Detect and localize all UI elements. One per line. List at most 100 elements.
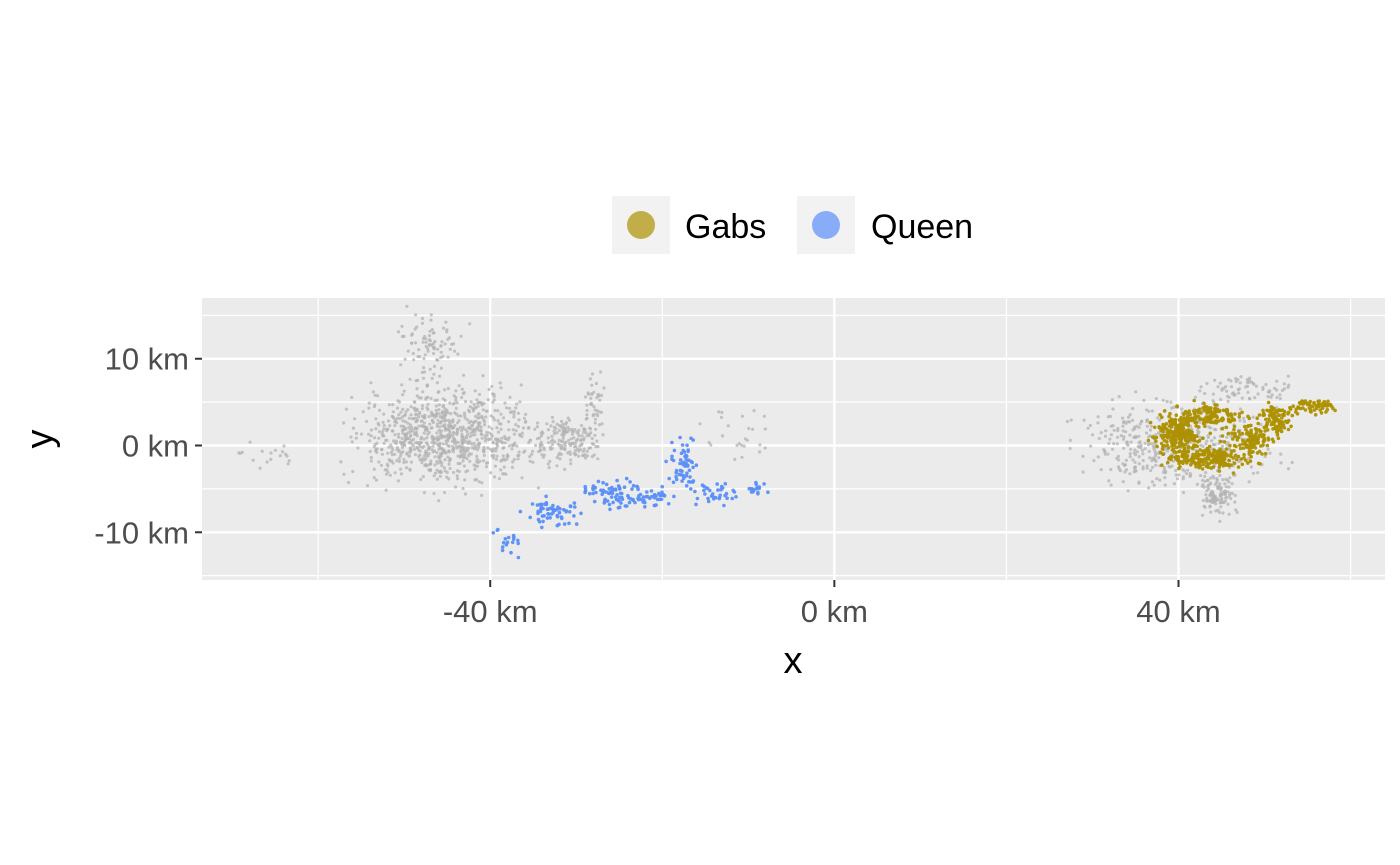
background-point: [420, 424, 424, 428]
gabs-point: [1181, 412, 1186, 417]
background-point: [428, 329, 432, 333]
gabs-point: [1194, 408, 1199, 413]
gabs-point: [1236, 465, 1241, 469]
background-point: [1138, 440, 1142, 444]
background-point: [454, 389, 458, 393]
background-point: [1213, 482, 1217, 486]
gabs-point: [1312, 400, 1316, 405]
background-point: [405, 437, 410, 441]
queen-point: [649, 489, 654, 493]
background-point: [441, 326, 446, 330]
background-point: [709, 443, 713, 447]
background-point: [572, 436, 576, 440]
queen-point: [722, 503, 726, 508]
background-point: [1224, 485, 1228, 489]
background-point: [1233, 393, 1237, 397]
background-point: [1137, 462, 1141, 466]
gabs-point: [1240, 462, 1245, 467]
background-point: [425, 383, 429, 387]
queen-point: [567, 521, 571, 526]
queen-point: [723, 493, 727, 498]
background-point: [491, 456, 495, 460]
background-point: [1156, 416, 1160, 420]
y-axis-title: y: [19, 430, 61, 449]
background-point: [382, 441, 386, 445]
gabs-point: [1240, 431, 1245, 436]
background-point: [402, 457, 406, 461]
background-point: [512, 415, 516, 419]
background-point: [583, 395, 588, 399]
background-point: [265, 460, 269, 464]
background-point: [480, 416, 484, 420]
background-point: [1163, 476, 1167, 480]
background-point: [1221, 448, 1225, 452]
background-point: [1110, 398, 1114, 402]
background-point: [490, 384, 494, 389]
background-point: [408, 377, 412, 381]
gabs-point: [1204, 464, 1209, 469]
background-point: [1213, 495, 1217, 499]
gabs-point: [1257, 449, 1262, 454]
background-point: [466, 432, 470, 437]
background-point: [489, 414, 493, 418]
x-axis-title: x: [784, 640, 803, 682]
background-point: [428, 339, 432, 343]
background-point: [391, 403, 395, 407]
queen-point: [645, 490, 649, 494]
background-point: [539, 434, 544, 438]
background-point: [477, 392, 482, 397]
background-point: [422, 415, 426, 419]
background-point: [388, 424, 392, 428]
queen-point: [631, 483, 636, 488]
background-point: [446, 355, 450, 359]
legend-label-gabs: Gabs: [685, 208, 766, 246]
queen-point: [518, 509, 523, 514]
queen-point: [528, 515, 532, 520]
queen-point: [538, 509, 543, 514]
background-point: [374, 417, 378, 421]
background-point: [726, 424, 730, 428]
background-point: [581, 430, 586, 434]
background-point: [354, 436, 358, 440]
gabs-point: [1248, 441, 1253, 446]
background-point: [575, 430, 579, 434]
background-point: [1121, 480, 1125, 484]
background-point: [1069, 418, 1073, 422]
queen-point: [694, 463, 699, 468]
background-point: [434, 408, 438, 412]
background-point: [447, 477, 451, 481]
background-point: [596, 392, 600, 396]
background-point: [1266, 395, 1270, 399]
background-point: [445, 470, 449, 474]
gabs-point: [1160, 415, 1164, 420]
background-point: [1247, 480, 1251, 484]
background-point: [747, 426, 751, 431]
queen-point: [583, 484, 587, 489]
background-point: [1117, 458, 1121, 462]
gabs-point: [1162, 438, 1166, 443]
background-point: [468, 459, 472, 463]
gabs-point: [1169, 438, 1173, 442]
gabs-point: [1181, 418, 1186, 423]
background-point: [401, 428, 405, 432]
background-point: [371, 390, 375, 394]
gabs-point: [1226, 431, 1231, 436]
background-point: [1177, 473, 1181, 477]
background-point: [1266, 447, 1270, 451]
background-point: [1234, 508, 1238, 512]
background-point: [382, 412, 386, 416]
queen-point: [616, 498, 621, 503]
background-point: [447, 450, 451, 454]
background-point: [420, 461, 424, 465]
background-point: [467, 446, 471, 450]
background-point: [470, 406, 475, 410]
gabs-point: [1288, 405, 1292, 410]
background-point: [280, 450, 285, 454]
background-point: [535, 425, 539, 429]
background-point: [432, 474, 436, 478]
background-point: [1198, 389, 1202, 393]
background-point: [1131, 458, 1135, 462]
gabs-point: [1314, 406, 1319, 411]
background-point: [463, 492, 467, 496]
gabs-point: [1233, 431, 1237, 436]
